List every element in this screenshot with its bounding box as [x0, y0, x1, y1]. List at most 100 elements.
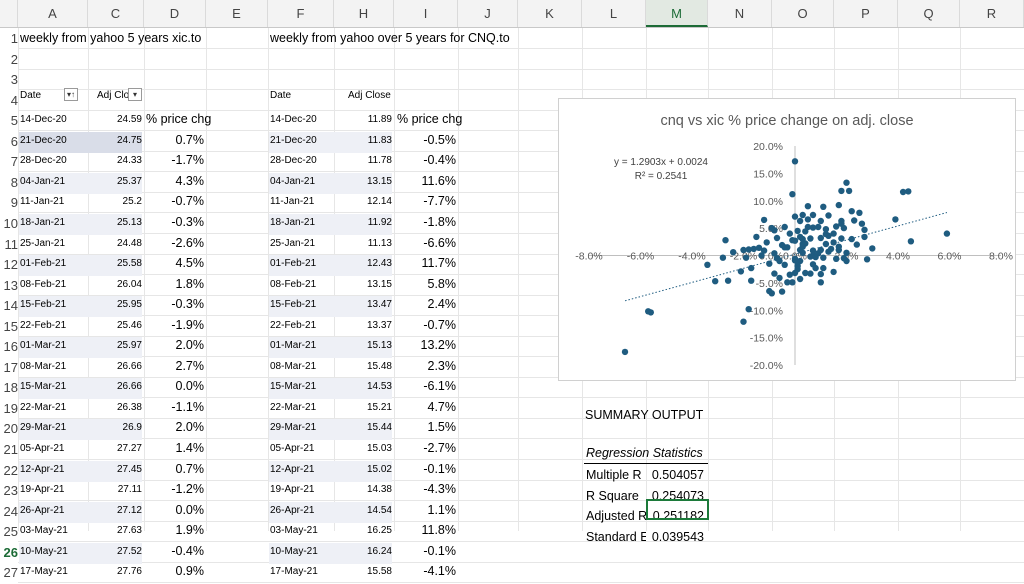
regression-stat-label[interactable]: R Square — [586, 488, 639, 503]
row-header[interactable]: 10 — [3, 215, 18, 231]
xic-adj-cell[interactable]: 26.9 — [88, 419, 142, 441]
cnq-pct-cell[interactable]: 4.7% — [427, 399, 457, 414]
cnq-pct-cell[interactable]: -7.7% — [423, 194, 456, 209]
cnq-pct-cell[interactable]: -1.8% — [423, 214, 456, 229]
xic-adj-cell[interactable]: 25.2 — [122, 196, 142, 208]
xic-pct-header[interactable]: % price chg — [146, 112, 212, 127]
column-header-Q[interactable]: Q — [898, 0, 960, 27]
xic-adj-cell[interactable]: 25.46 — [116, 319, 142, 331]
cnq-date-cell[interactable]: 19-Apr-21 — [270, 484, 315, 496]
xic-pct-cell[interactable]: -2.6% — [171, 235, 204, 250]
cnq-pct-cell[interactable]: -4.1% — [423, 564, 456, 579]
xic-pct-cell[interactable]: 0.7% — [175, 461, 205, 476]
cnq-adj-cell[interactable]: 15.58 — [366, 566, 392, 578]
cnq-adj-cell[interactable]: 12.43 — [334, 255, 392, 277]
cnq-adj-cell[interactable]: 14.38 — [366, 484, 392, 496]
regression-stat-value[interactable]: 0.504057 — [651, 468, 704, 482]
cnq-adj-cell[interactable]: 15.02 — [334, 460, 392, 482]
cnq-adj-cell[interactable]: 15.21 — [366, 401, 392, 413]
regression-stats-header[interactable]: Regression Statistics — [586, 446, 703, 460]
xic-pct-cell[interactable]: 1.4% — [175, 441, 205, 455]
regression-stat-label[interactable]: Multiple R — [586, 468, 642, 482]
xic-adj-cell[interactable]: 27.12 — [88, 501, 142, 523]
cnq-adj-cell[interactable]: 13.37 — [366, 319, 392, 331]
xic-date-cell[interactable]: 11-Jan-21 — [20, 196, 65, 208]
column-header-N[interactable]: N — [708, 0, 772, 27]
cnq-pct-cell[interactable]: 5.8% — [427, 276, 457, 291]
xic-date-cell[interactable]: 18-Jan-21 — [19, 213, 89, 235]
cnq-date-cell[interactable]: 11-Jan-21 — [270, 196, 315, 208]
xic-date-cell[interactable]: 03-May-21 — [20, 525, 68, 537]
cnq-adj-cell[interactable]: 13.47 — [334, 296, 392, 318]
cnq-pct-cell[interactable]: 1.1% — [427, 502, 457, 517]
cnq-adj-cell[interactable]: 11.78 — [367, 155, 392, 167]
cnq-adj-cell[interactable]: 15.13 — [334, 337, 392, 359]
cnq-date-cell[interactable]: 08-Mar-21 — [270, 360, 317, 372]
cnq-adj-cell[interactable]: 15.03 — [366, 443, 392, 454]
row-header[interactable]: 15 — [3, 318, 18, 334]
xic-pct-cell[interactable]: 0.0% — [175, 502, 205, 517]
cnq-date-header[interactable]: Date — [270, 90, 292, 101]
xic-date-cell[interactable]: 25-Jan-21 — [20, 237, 66, 249]
row-header[interactable]: 25 — [3, 524, 18, 540]
xic-adj-cell[interactable]: 26.66 — [116, 360, 142, 372]
row-header[interactable]: 24 — [3, 503, 18, 519]
cnq-adj-cell[interactable]: 14.54 — [334, 501, 392, 523]
row-header[interactable]: 18 — [3, 380, 18, 396]
xic-date-cell[interactable]: 29-Mar-21 — [19, 419, 89, 441]
selected-cell-M26[interactable] — [646, 499, 709, 520]
xic-adj-cell[interactable]: 27.76 — [116, 566, 142, 578]
cnq-date-cell[interactable]: 12-Apr-21 — [269, 460, 335, 482]
cnq-date-cell[interactable]: 05-Apr-21 — [270, 443, 315, 454]
xic-pct-cell[interactable]: 1.8% — [175, 276, 205, 291]
xic-pct-cell[interactable]: -0.4% — [171, 543, 204, 558]
column-header-C[interactable]: C — [88, 0, 144, 27]
xic-pct-cell[interactable]: -0.3% — [171, 297, 204, 312]
xic-adj-cell[interactable]: 25.13 — [88, 213, 142, 235]
column-header-L[interactable]: L — [582, 0, 646, 27]
xic-date-cell[interactable]: 08-Feb-21 — [20, 278, 67, 290]
row-header[interactable]: 16 — [3, 339, 18, 355]
xic-adj-header[interactable]: Adj Clo — [97, 90, 129, 101]
select-all-corner[interactable] — [0, 0, 18, 27]
column-header-M[interactable]: M — [646, 0, 708, 27]
xic-date-header[interactable]: Date — [20, 90, 42, 101]
xic-date-cell[interactable]: 17-May-21 — [20, 566, 68, 578]
xic-date-cell[interactable]: 15-Feb-21 — [19, 296, 89, 318]
column-header-I[interactable]: I — [394, 0, 458, 27]
cnq-adj-cell[interactable]: 15.44 — [334, 419, 392, 441]
xic-adj-cell[interactable]: 24.33 — [116, 155, 142, 167]
xic-adj-cell[interactable]: 26.38 — [116, 401, 142, 413]
column-header-F[interactable]: F — [268, 0, 334, 27]
cnq-date-cell[interactable]: 04-Jan-21 — [269, 172, 335, 194]
sort-filter-icon[interactable]: ▾↑ — [64, 88, 78, 101]
cnq-pct-cell[interactable]: -0.5% — [423, 132, 456, 147]
cnq-adj-cell[interactable]: 11.89 — [367, 114, 392, 126]
row-header[interactable]: 26 — [3, 544, 18, 560]
column-header-E[interactable]: E — [206, 0, 268, 27]
row-header[interactable]: 4 — [10, 92, 18, 108]
cnq-pct-cell[interactable]: -2.7% — [423, 441, 456, 455]
cnq-pct-cell[interactable]: -0.4% — [423, 153, 456, 168]
xic-adj-cell[interactable]: 25.95 — [88, 296, 142, 318]
cnq-date-cell[interactable]: 21-Dec-20 — [269, 131, 335, 153]
xic-date-cell[interactable]: 12-Apr-21 — [19, 460, 89, 482]
xic-pct-cell[interactable]: -1.7% — [171, 153, 204, 168]
cnq-adj-cell[interactable]: 16.24 — [334, 542, 392, 564]
cnq-adj-cell[interactable]: 16.25 — [366, 525, 392, 537]
row-header[interactable]: 12 — [3, 257, 18, 273]
row-header[interactable]: 27 — [3, 565, 18, 581]
xic-pct-cell[interactable]: -1.2% — [171, 482, 204, 497]
cnq-date-cell[interactable]: 22-Feb-21 — [270, 319, 317, 331]
xic-pct-cell[interactable]: 2.0% — [175, 338, 205, 353]
row-header[interactable]: 6 — [10, 133, 18, 149]
column-header-P[interactable]: P — [834, 0, 898, 27]
cnq-date-cell[interactable]: 25-Jan-21 — [270, 237, 316, 249]
column-header-O[interactable]: O — [772, 0, 834, 27]
cnq-date-cell[interactable]: 01-Mar-21 — [269, 337, 335, 359]
cnq-pct-cell[interactable]: 11.8% — [421, 523, 456, 538]
summary-title[interactable]: SUMMARY OUTPUT — [585, 408, 704, 422]
row-header[interactable]: 17 — [3, 359, 18, 375]
xic-pct-cell[interactable]: 1.9% — [175, 523, 205, 538]
row-header[interactable]: 1 — [10, 31, 18, 46]
